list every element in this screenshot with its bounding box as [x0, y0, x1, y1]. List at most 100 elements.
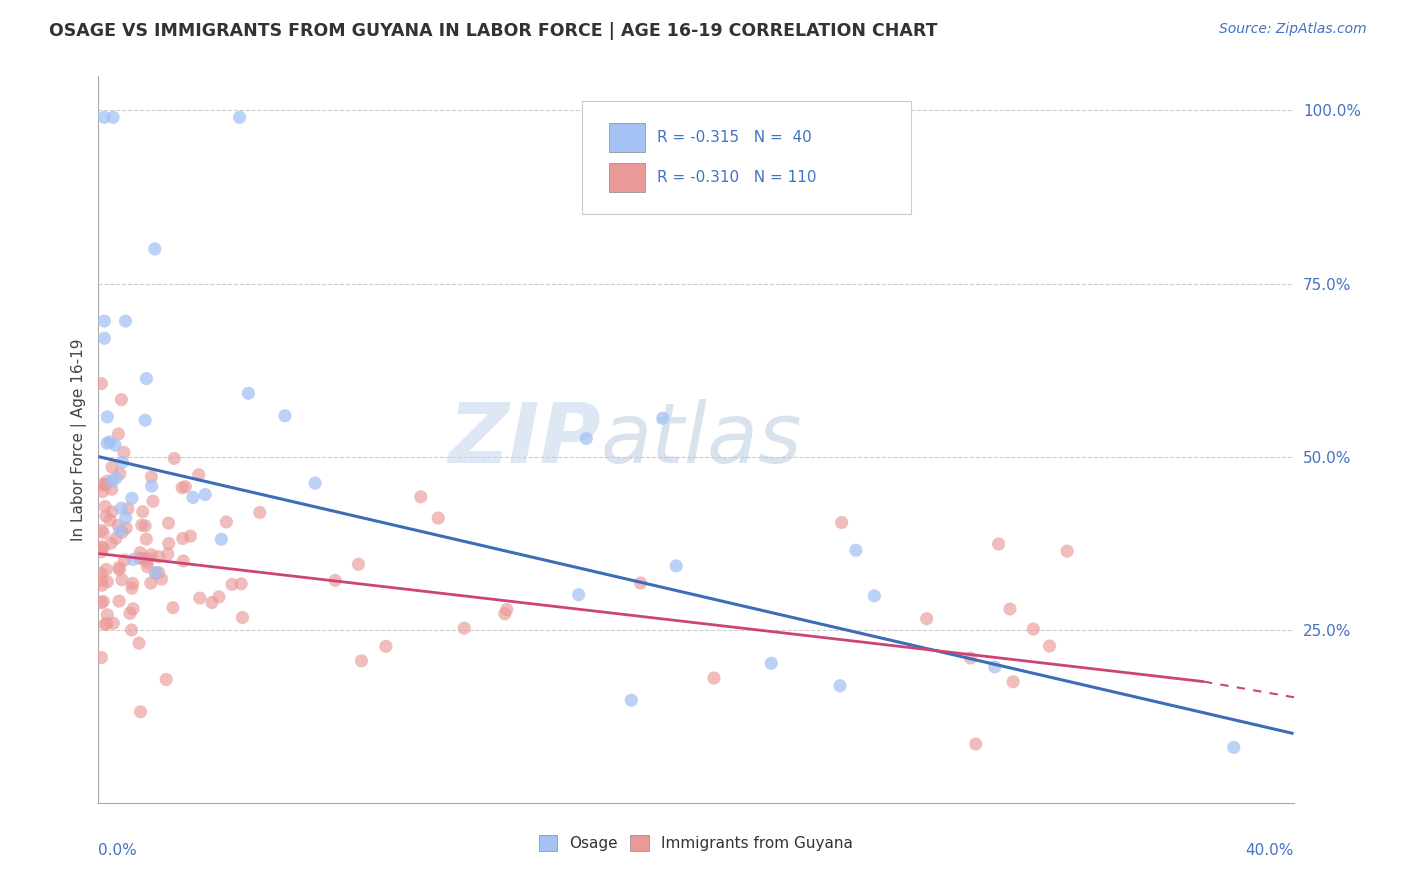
Point: [110, 392, 132, 407]
Point: [90, 524, 112, 538]
Point: [94, 477, 117, 491]
Text: OSAGE VS IMMIGRANTS FROM GUYANA IN LABOR FORCE | AGE 16-19 CORRELATION CHART: OSAGE VS IMMIGRANTS FROM GUYANA IN LABOR…: [49, 22, 938, 40]
Point: [453, 621, 475, 635]
Point: [90, 566, 112, 581]
Point: [208, 590, 231, 604]
Point: [179, 529, 201, 543]
Point: [141, 548, 163, 562]
Point: [121, 491, 143, 506]
Point: [201, 595, 224, 609]
Point: [94, 617, 117, 632]
Point: [181, 491, 204, 505]
Point: [104, 438, 127, 452]
Point: [121, 581, 143, 595]
Point: [90, 573, 112, 587]
Point: [114, 314, 136, 328]
Point: [96, 574, 118, 589]
Point: [575, 432, 598, 446]
Point: [494, 607, 516, 621]
Point: [427, 511, 450, 525]
Point: [94, 500, 117, 514]
Point: [155, 673, 177, 687]
Point: [172, 481, 194, 495]
Point: [96, 436, 118, 450]
Point: [1223, 740, 1246, 755]
Point: [94, 477, 117, 491]
Point: [101, 505, 124, 519]
Point: [96, 616, 118, 631]
Point: [141, 469, 163, 483]
Point: [304, 476, 326, 491]
Point: [162, 600, 184, 615]
Point: [998, 602, 1021, 616]
Point: [249, 505, 271, 519]
Point: [94, 509, 117, 524]
Point: [174, 480, 197, 494]
Point: [110, 501, 132, 516]
Text: atlas: atlas: [600, 399, 801, 480]
Point: [121, 623, 143, 637]
Point: [157, 516, 180, 530]
Point: [96, 474, 118, 488]
Text: 0.0%: 0.0%: [98, 843, 138, 858]
Point: [101, 474, 124, 488]
Point: [136, 551, 159, 566]
Point: [863, 589, 886, 603]
Point: [163, 451, 186, 466]
Point: [347, 558, 370, 572]
Point: [96, 562, 118, 576]
Point: [1056, 544, 1078, 558]
Point: [91, 541, 114, 555]
Text: R = -0.315   N =  40: R = -0.315 N = 40: [657, 130, 811, 145]
Point: [651, 411, 673, 425]
Point: [134, 413, 156, 427]
Point: [143, 242, 166, 256]
Point: [103, 616, 125, 631]
Point: [115, 521, 138, 535]
Point: [108, 524, 131, 538]
Point: [1002, 674, 1025, 689]
Point: [172, 532, 194, 546]
Point: [135, 532, 157, 546]
Point: [105, 471, 128, 485]
Point: [131, 518, 153, 533]
Point: [828, 679, 851, 693]
Point: [620, 693, 643, 707]
Point: [108, 563, 131, 577]
Text: R = -0.310   N = 110: R = -0.310 N = 110: [657, 170, 815, 186]
Point: [761, 657, 783, 671]
Point: [323, 574, 346, 588]
Text: Source: ZipAtlas.com: Source: ZipAtlas.com: [1219, 22, 1367, 37]
Point: [118, 607, 141, 621]
Point: [188, 591, 211, 605]
Point: [145, 566, 167, 580]
Point: [409, 490, 432, 504]
Point: [131, 551, 153, 566]
Point: [141, 479, 163, 493]
Point: [238, 386, 260, 401]
Point: [959, 651, 981, 665]
Point: [134, 519, 156, 533]
Point: [157, 536, 180, 550]
Point: [374, 640, 396, 654]
Point: [703, 671, 725, 685]
Point: [129, 546, 152, 560]
Point: [93, 525, 115, 540]
Point: [984, 660, 1007, 674]
Point: [104, 532, 127, 546]
Point: [228, 111, 250, 125]
Point: [128, 636, 150, 650]
Point: [231, 577, 253, 591]
Point: [98, 434, 121, 449]
Point: [112, 553, 135, 567]
Point: [100, 536, 122, 550]
Point: [142, 494, 165, 508]
Point: [568, 588, 591, 602]
Point: [143, 566, 166, 580]
Point: [107, 518, 129, 533]
Point: [90, 650, 112, 665]
Point: [91, 578, 114, 592]
Point: [107, 427, 129, 442]
Point: [111, 455, 134, 469]
Point: [231, 610, 253, 624]
